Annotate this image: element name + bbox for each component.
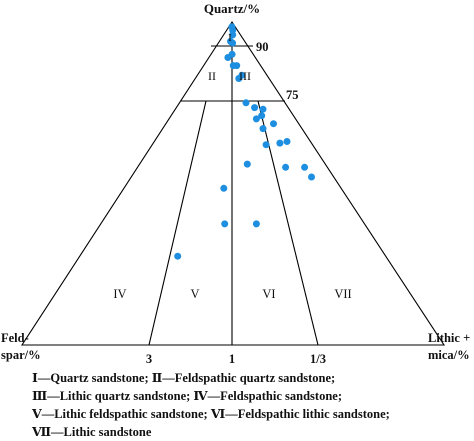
ternary-diagram: Quartz/% Feld- spar/% Lithic + mica/% 90… bbox=[1, 1, 470, 366]
sample-point-16 bbox=[252, 115, 260, 123]
sample-point-9 bbox=[229, 62, 237, 70]
sample-point-15 bbox=[258, 112, 266, 120]
field-label-III: III bbox=[239, 69, 251, 83]
sample-point-23 bbox=[301, 163, 309, 171]
sample-point-14 bbox=[259, 105, 267, 113]
sample-point-22 bbox=[243, 160, 251, 168]
sample-point-17 bbox=[270, 120, 277, 128]
sample-point-12 bbox=[242, 99, 250, 107]
sample-point-20 bbox=[276, 139, 284, 147]
isoline-90-label: 90 bbox=[256, 40, 269, 54]
field-label-I: I bbox=[228, 32, 232, 44]
field-label-II: II bbox=[208, 69, 216, 83]
outer-triangle bbox=[20, 20, 446, 346]
sample-point-28 bbox=[252, 220, 260, 228]
legend-line-4: Ⅶ—Lithic sandstone bbox=[32, 425, 152, 439]
diagram-lines bbox=[20, 20, 446, 346]
isoline-75-label: 75 bbox=[286, 88, 299, 102]
apex-label-quartz: Quartz/% bbox=[204, 1, 260, 16]
sample-point-3 bbox=[229, 31, 237, 39]
base-ratio-label-3: 3 bbox=[146, 352, 152, 366]
field-label-IV: IV bbox=[113, 287, 126, 301]
apex-label-lithic-line2: mica/% bbox=[428, 348, 470, 362]
legend-line-1: Ⅰ—Quartz sandstone; Ⅱ—Feldspathic quartz… bbox=[32, 371, 336, 385]
sample-point-5 bbox=[229, 39, 237, 47]
field-label-V: V bbox=[190, 287, 199, 301]
sample-point-21 bbox=[262, 141, 270, 149]
sample-point-11 bbox=[235, 75, 243, 82]
apex-label-feldspar-line1: Feld- bbox=[1, 331, 29, 345]
field-label-VI: VI bbox=[262, 287, 275, 301]
sample-point-25 bbox=[308, 173, 315, 181]
sample-point-29 bbox=[174, 252, 182, 260]
apex-label-feldspar-line2: spar/% bbox=[1, 348, 41, 362]
sample-point-26 bbox=[220, 184, 228, 192]
legend-line-3: Ⅴ—Lithic feldspathic sandstone; Ⅵ—Feldsp… bbox=[32, 407, 390, 421]
divider-ratio-1-3 bbox=[257, 100, 319, 346]
sample-point-19 bbox=[283, 138, 291, 145]
base-ratio-label-1: 1 bbox=[229, 352, 235, 366]
legend: Ⅰ—Quartz sandstone; Ⅱ—Feldspathic quartz… bbox=[32, 369, 472, 441]
sample-point-27 bbox=[221, 220, 229, 228]
apex-label-lithic-line1: Lithic + bbox=[428, 331, 470, 345]
sample-point-2 bbox=[229, 26, 237, 34]
base-ratio-label-1-3: 1/3 bbox=[310, 352, 326, 366]
sample-point-24 bbox=[282, 163, 290, 171]
sample-point-18 bbox=[259, 125, 267, 133]
field-label-VII: VII bbox=[334, 287, 351, 301]
legend-line-2: Ⅲ—Lithic quartz sandstone; Ⅳ—Feldspathic… bbox=[32, 389, 342, 403]
divider-ratio-3 bbox=[148, 100, 207, 346]
sample-point-7 bbox=[224, 54, 232, 61]
sample-points bbox=[174, 23, 315, 260]
sample-point-13 bbox=[251, 104, 259, 112]
